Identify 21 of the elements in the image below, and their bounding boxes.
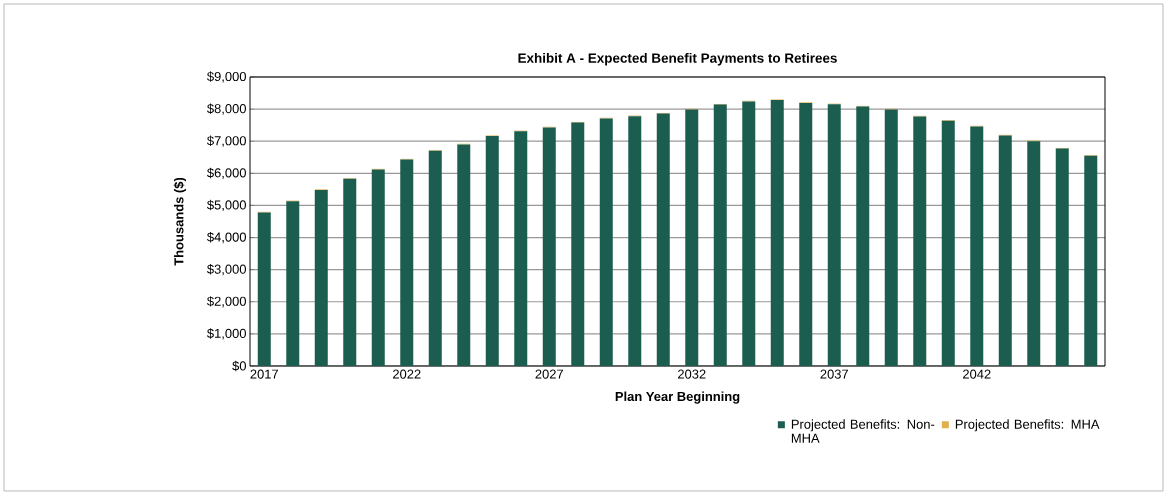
x-tick-label: 2037 <box>820 369 848 379</box>
y-tick-label: $3,000 <box>207 264 246 276</box>
y-tick-label: $8,000 <box>207 103 246 115</box>
y-tick-label: $6,000 <box>207 167 246 179</box>
x-tick-label: 2032 <box>678 369 706 379</box>
chart-title: Exhibit A - Expected Benefit Payments to Retirees <box>518 52 837 66</box>
y-tick-label: $5,000 <box>207 199 246 212</box>
x-tick-label: 2042 <box>963 369 991 379</box>
y-tick-label: $9,000 <box>207 71 246 83</box>
x-axis-title: Plan Year Beginning <box>615 391 740 404</box>
y-tick-label: $7,000 <box>207 135 246 147</box>
y-tick-label: $4,000 <box>207 231 246 244</box>
y-tick-label: $2,000 <box>207 296 246 308</box>
y-tick-label: $0 <box>232 360 246 372</box>
legend-label: Projected Benefits: MHA <box>955 419 1100 432</box>
x-tick-label: 2017 <box>250 369 278 379</box>
x-tick-label: 2027 <box>535 369 564 379</box>
legend-label: Projected Benefits: Non-MHA <box>791 419 935 443</box>
x-tick-label: 2022 <box>393 369 421 379</box>
y-axis-title: Thousands ($) <box>173 177 187 266</box>
y-tick-label: $1,000 <box>207 328 246 340</box>
